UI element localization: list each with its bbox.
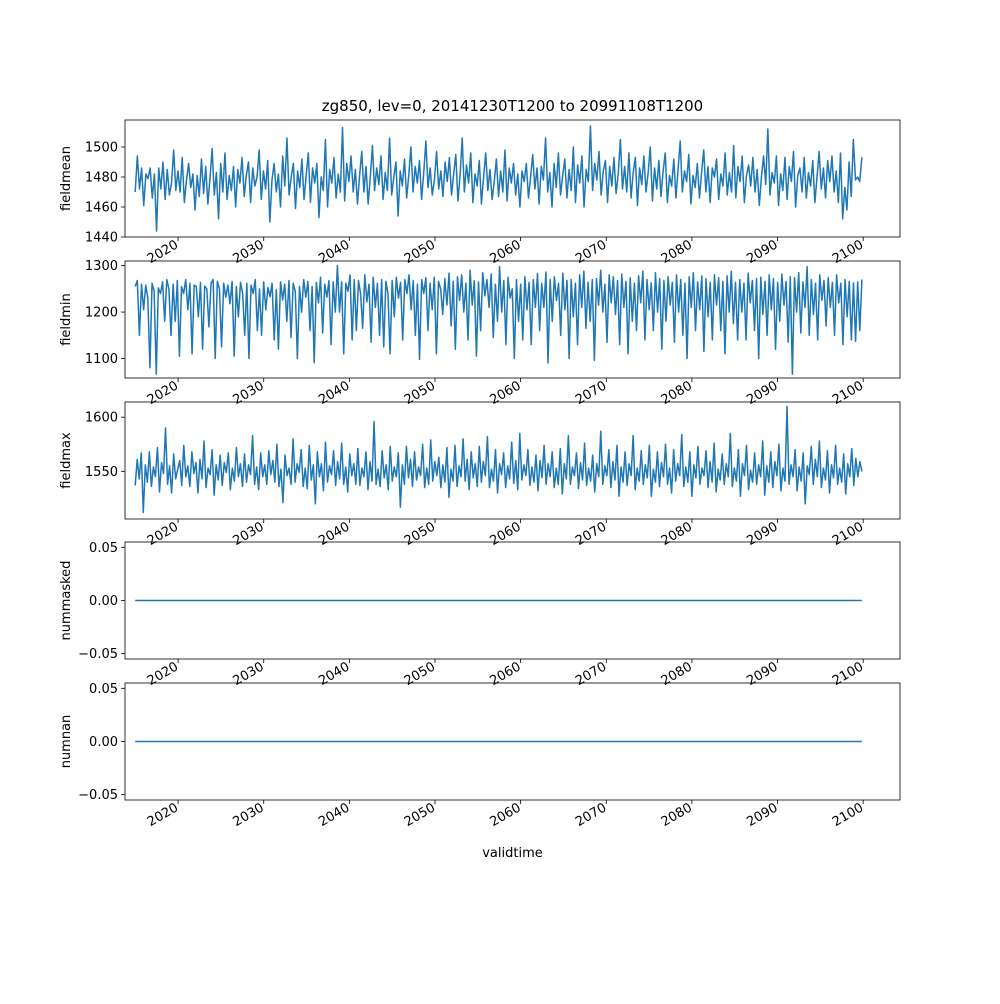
y-tick-label: 1550 — [85, 465, 118, 480]
x-tick-label: 2100 — [830, 237, 866, 267]
x-tick-label: 2090 — [744, 519, 780, 549]
axes-frame-fieldmean — [124, 119, 901, 238]
x-axis-label: validtime — [482, 846, 543, 861]
x-tick-label: 2020 — [145, 800, 181, 830]
series-line-fieldmin — [134, 264, 863, 376]
subplot-fieldmean: 1440 1460 1480 1500 2020 2030 2040 2050 2060 2070… — [59, 119, 901, 267]
y-tick-label: 1600 — [85, 411, 118, 426]
x-tick-label: 2030 — [231, 800, 267, 830]
x-tick-label: 2020 — [145, 237, 181, 267]
x-tick-label: 2060 — [487, 519, 523, 549]
x-tick-label: 2070 — [573, 800, 609, 830]
x-tick-label: 2060 — [487, 378, 523, 408]
x-tick-label: 2020 — [145, 519, 181, 549]
x-tick-label: 2050 — [402, 378, 438, 408]
axes-frame-fieldmax — [124, 401, 901, 520]
x-tick-label: 2060 — [487, 237, 523, 267]
y-tick-label: 1100 — [85, 352, 118, 367]
x-tick-label: 2050 — [402, 659, 438, 689]
y-tick-label: 0.00 — [89, 735, 118, 750]
x-tick-label: 2030 — [231, 519, 267, 549]
series-line-fieldmean — [134, 125, 863, 232]
x-tick-label: 2050 — [402, 519, 438, 549]
x-tick-label: 2060 — [487, 800, 523, 830]
y-tick-label: 1440 — [85, 231, 118, 246]
x-tick-label: 2020 — [145, 659, 181, 689]
y-axis-label-fieldmax: fieldmax — [59, 432, 74, 489]
y-tick-label: 1300 — [85, 259, 118, 274]
y-tick-label: 0.05 — [89, 541, 118, 556]
y-tick-label: 1480 — [85, 171, 118, 186]
series-line-fieldmax — [134, 405, 863, 514]
x-tick-label: 2040 — [316, 519, 352, 549]
x-tick-label: 2030 — [231, 378, 267, 408]
x-tick-label: 2080 — [659, 519, 695, 549]
y-axis-label-fieldmean: fieldmean — [59, 146, 74, 211]
x-tick-label: 2080 — [659, 378, 695, 408]
chart-title: zg850, lev=0, 20141230T1200 to 20991108T… — [322, 97, 703, 115]
x-tick-label: 2040 — [316, 237, 352, 267]
y-axis-label-numnan: numnan — [59, 715, 74, 769]
x-tick-label: 2100 — [830, 659, 866, 689]
x-tick-label: 2050 — [402, 237, 438, 267]
x-tick-label: 2040 — [316, 800, 352, 830]
x-tick-label: 2040 — [316, 378, 352, 408]
x-tick-label: 2060 — [487, 659, 523, 689]
y-tick-label: 1460 — [85, 201, 118, 216]
x-tick-label: 2090 — [744, 800, 780, 830]
x-tick-label: 2100 — [830, 378, 866, 408]
y-tick-label: 0.05 — [89, 682, 118, 697]
x-tick-label: 2050 — [402, 800, 438, 830]
y-tick-label: 1500 — [85, 141, 118, 156]
x-tick-label: 2090 — [744, 378, 780, 408]
x-tick-label: 2080 — [659, 800, 695, 830]
x-tick-label: 2070 — [573, 378, 609, 408]
y-tick-label: 0.00 — [89, 594, 118, 609]
x-tick-label: 2040 — [316, 659, 352, 689]
x-tick-label: 2030 — [231, 237, 267, 267]
subplot-fieldmin: 1100 1200 1300 2020 2030 2040 2050 2060 2070 2080… — [59, 259, 901, 408]
subplot-nummasked: −0.05 0.00 0.05 2020 2030 2040 2050 2060 2070 208… — [59, 541, 901, 689]
x-tick-label: 2100 — [830, 800, 866, 830]
x-tick-label: 2090 — [744, 237, 780, 267]
subplot-fieldmax: 1550 1600 2020 2030 2040 2050 2060 2070 2080 2090… — [59, 401, 901, 549]
x-tick-label: 2100 — [830, 519, 866, 549]
subplot-numnan: −0.05 0.00 0.05 2020 2030 2040 2050 2060 2070 208… — [59, 682, 901, 830]
y-tick-label: −0.05 — [78, 647, 118, 662]
axes-frame-fieldmin — [124, 260, 901, 379]
x-tick-label: 2070 — [573, 659, 609, 689]
y-axis-label-fieldmin: fieldmin — [59, 293, 74, 346]
x-tick-label: 2070 — [573, 519, 609, 549]
x-tick-label: 2030 — [231, 659, 267, 689]
x-tick-label: 2020 — [145, 378, 181, 408]
y-tick-label: −0.05 — [78, 788, 118, 803]
x-tick-label: 2080 — [659, 237, 695, 267]
y-tick-label: 1200 — [85, 306, 118, 321]
x-tick-label: 2090 — [744, 659, 780, 689]
y-axis-label-nummasked: nummasked — [59, 561, 74, 641]
x-tick-label: 2070 — [573, 237, 609, 267]
x-tick-label: 2080 — [659, 659, 695, 689]
